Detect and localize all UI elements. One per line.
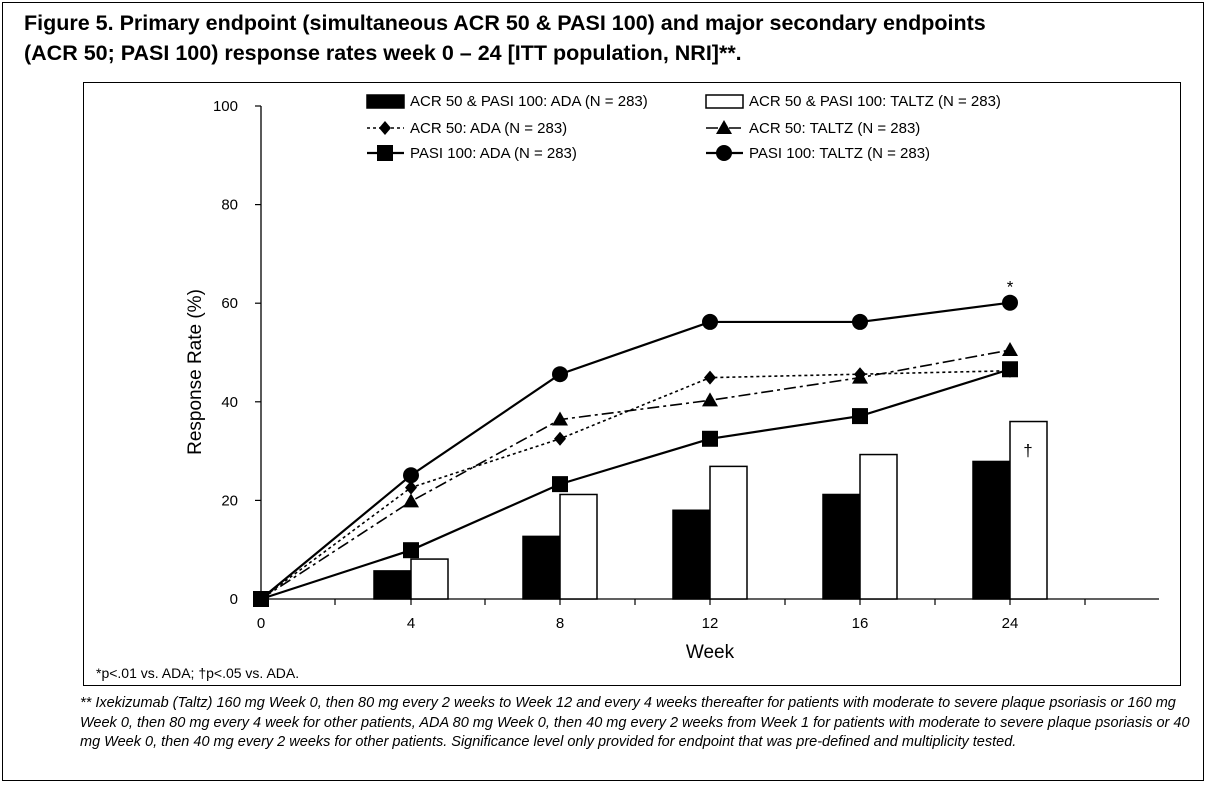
point-pasi-100-taltz-n-283-week-24 bbox=[1002, 294, 1018, 311]
legend: ACR 50 & PASI 100: ADA (N = 283) ACR 50 &… bbox=[366, 93, 1001, 162]
legend-label-acr-50-ada-n-283: ACR 50: ADA (N = 283) bbox=[410, 120, 567, 137]
point-pasi-100-taltz-n-283-week-12 bbox=[702, 313, 718, 330]
y-tick-label: 40 bbox=[221, 394, 238, 411]
point-pasi-100-ada-n-283-week-4 bbox=[403, 542, 419, 559]
bar-taltz-n-283-week-4 bbox=[410, 558, 449, 600]
point-acr-50-taltz-n-283-week-8 bbox=[552, 411, 568, 426]
point-acr-50-taltz-n-283-week-4 bbox=[403, 493, 419, 508]
point-pasi-100-ada-n-283-week-8 bbox=[552, 476, 568, 493]
legend-label-pasi-100-ada-n-283: PASI 100: ADA (N = 283) bbox=[410, 145, 577, 162]
bar-ada-n-283-week-24 bbox=[972, 460, 1011, 600]
bar-taltz-n-283-week-8 bbox=[559, 493, 598, 600]
x-tick-label: 16 bbox=[852, 615, 869, 632]
bar-ada-n-283-week-4 bbox=[373, 570, 412, 600]
x-tick-label: 8 bbox=[556, 615, 564, 632]
annotation-asterisk: * bbox=[1007, 278, 1014, 297]
point-pasi-100-ada-n-283-week-12 bbox=[702, 430, 718, 447]
x-tick-label: 4 bbox=[407, 615, 415, 632]
bar-ada-n-283-week-12 bbox=[672, 509, 711, 600]
y-tick-label: 60 bbox=[221, 295, 238, 312]
point-acr-50-ada-n-283-week-8 bbox=[554, 431, 566, 446]
bar-ada-n-283-week-8 bbox=[522, 535, 561, 600]
significance-note: *p<.01 vs. ADA; †p<.05 vs. ADA. bbox=[96, 665, 299, 681]
point-acr-50-taltz-n-283-week-24 bbox=[1002, 342, 1018, 357]
bar-taltz-n-283-week-12 bbox=[709, 465, 748, 600]
legend-marker-pasi-100-taltz-n-283 bbox=[716, 145, 732, 161]
point-pasi-100-ada-n-283-week-24 bbox=[1002, 361, 1018, 378]
point-pasi-100-taltz-n-283-week-0 bbox=[253, 591, 269, 607]
legend-label-acr-50-pasi-100-ada-n-283: ACR 50 & PASI 100: ADA (N = 283) bbox=[410, 93, 648, 110]
point-pasi-100-taltz-n-283-week-16 bbox=[852, 313, 868, 330]
legend-marker-pasi-100-ada-n-283 bbox=[377, 145, 393, 161]
bar-ada-n-283-week-16 bbox=[822, 493, 861, 600]
point-acr-50-ada-n-283-week-4 bbox=[405, 480, 417, 495]
point-acr-50-ada-n-283-week-12 bbox=[704, 370, 716, 385]
line-acr-50-taltz-n-283 bbox=[260, 349, 1011, 600]
y-tick-label: 80 bbox=[221, 197, 238, 214]
annotation-dagger: † bbox=[1023, 441, 1032, 460]
bar-series bbox=[373, 420, 1048, 600]
line-pasi-100-taltz-n-283 bbox=[260, 301, 1011, 600]
x-tick-label: 12 bbox=[702, 615, 719, 632]
annotations: *† bbox=[1007, 278, 1033, 460]
legend-swatch-acr-50-pasi-100-taltz-n-283 bbox=[705, 94, 744, 109]
point-pasi-100-taltz-n-283-week-4 bbox=[403, 467, 419, 484]
title-line-2: (ACR 50; PASI 100) response rates week 0… bbox=[24, 41, 742, 65]
legend-marker-acr-50-taltz-n-283 bbox=[716, 120, 732, 134]
figure-footnote: ** Ixekizumab (Taltz) 160 mg Week 0, the… bbox=[80, 695, 1190, 750]
point-acr-50-taltz-n-283-week-16 bbox=[852, 369, 868, 384]
line-series bbox=[253, 294, 1018, 607]
y-tick-label: 100 bbox=[213, 98, 238, 115]
figure-title: Figure 5. Primary endpoint (simultaneous… bbox=[24, 8, 1194, 68]
x-axis-label: Week bbox=[686, 642, 735, 663]
x-tick-label: 0 bbox=[257, 615, 265, 632]
legend-swatch-acr-50-pasi-100-ada-n-283 bbox=[366, 94, 405, 109]
x-tick-label: 24 bbox=[1002, 615, 1019, 632]
bar-taltz-n-283-week-16 bbox=[859, 453, 898, 600]
point-pasi-100-taltz-n-283-week-8 bbox=[552, 366, 568, 383]
point-acr-50-taltz-n-283-week-12 bbox=[702, 392, 718, 407]
legend-marker-acr-50-ada-n-283 bbox=[379, 121, 391, 135]
point-pasi-100-ada-n-283-week-16 bbox=[852, 408, 868, 425]
legend-label-acr-50-taltz-n-283: ACR 50: TALTZ (N = 283) bbox=[749, 120, 920, 137]
line-pasi-100-ada-n-283 bbox=[260, 368, 1011, 601]
y-tick-label: 20 bbox=[221, 492, 238, 509]
y-tick-label: 0 bbox=[230, 591, 238, 608]
legend-label-pasi-100-taltz-n-283: PASI 100: TALTZ (N = 283) bbox=[749, 145, 930, 162]
legend-label-acr-50-pasi-100-taltz-n-283: ACR 50 & PASI 100: TALTZ (N = 283) bbox=[749, 93, 1001, 110]
title-line-1: Figure 5. Primary endpoint (simultaneous… bbox=[24, 11, 986, 35]
bar-taltz-n-283-week-24 bbox=[1009, 420, 1048, 600]
plot-area-frame bbox=[83, 82, 1181, 686]
y-axis-label: Response Rate (%) bbox=[185, 289, 206, 455]
